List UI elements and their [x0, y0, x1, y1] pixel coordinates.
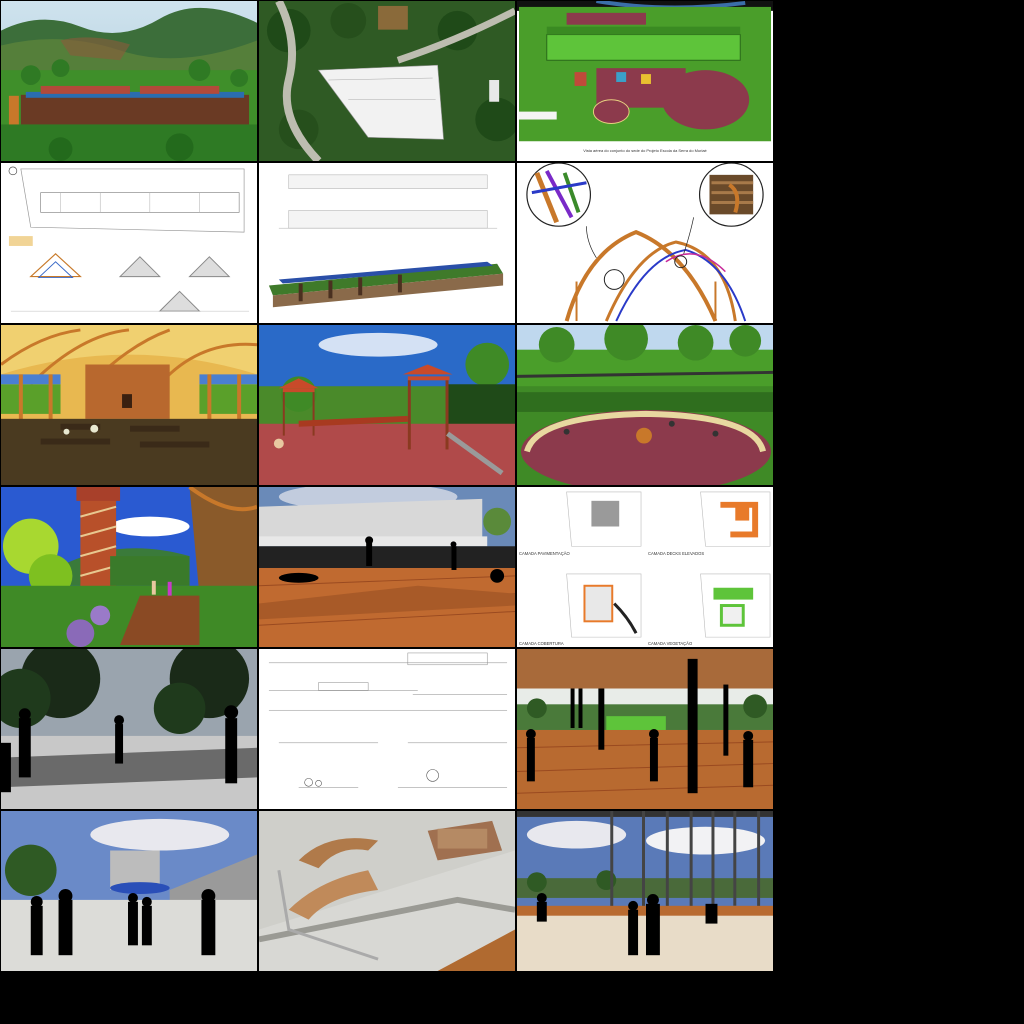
- gallery-tile-structure-diagram[interactable]: [516, 162, 774, 324]
- satellite-plan-image: [259, 1, 515, 161]
- gallery-tile-glass-pavilion[interactable]: [516, 810, 774, 972]
- landscape-plan-image: Vista aérea do conjunto do sede do Proje…: [517, 1, 773, 161]
- gallery-tile-technical-plan[interactable]: [0, 162, 258, 324]
- gallery-tile-sections-sheet[interactable]: [258, 648, 516, 810]
- amphitheater-image: [517, 325, 773, 485]
- urban-plaza-image: [1, 811, 257, 971]
- interior-hall-image: [1, 325, 257, 485]
- layer-label-paving: CAMADA PAVIMENTAÇÃO: [519, 551, 571, 556]
- gallery-tile-spiral-tower[interactable]: [0, 486, 258, 648]
- technical-plan-image: [1, 163, 257, 323]
- aerial-render-image: [1, 1, 257, 161]
- gallery-tile-urban-plaza[interactable]: [0, 810, 258, 972]
- layer-label-roof: CAMADA COBERTURA: [519, 641, 564, 646]
- gallery-tile-physical-model[interactable]: [258, 810, 516, 972]
- physical-model-image: [259, 811, 515, 971]
- gallery-tile-aerial-render[interactable]: [0, 0, 258, 162]
- playground-image: [259, 325, 515, 485]
- gallery-tile-layer-diagrams[interactable]: CAMADA PAVIMENTAÇÃO CAMADA DECKS ELEVADO…: [516, 486, 774, 648]
- gallery-tile-satellite-plan[interactable]: [258, 0, 516, 162]
- gallery-tile-amphitheater[interactable]: [516, 324, 774, 486]
- gallery-tile-plaza-silhouettes[interactable]: [0, 648, 258, 810]
- layer-label-vegetation: CAMADA VEGETAÇÃO: [648, 641, 693, 646]
- gallery-tile-wood-deck[interactable]: [258, 486, 516, 648]
- covered-plaza-image: [517, 649, 773, 809]
- gallery-tile-interior-hall[interactable]: [0, 324, 258, 486]
- gallery-tile-elevations-3d[interactable]: [258, 162, 516, 324]
- gallery-tile-playground[interactable]: [258, 324, 516, 486]
- glass-pavilion-image: [517, 811, 773, 971]
- image-gallery-grid: Vista aérea do conjunto do sede do Proje…: [0, 0, 774, 972]
- spiral-tower-image: [1, 487, 257, 647]
- gallery-tile-covered-plaza[interactable]: [516, 648, 774, 810]
- site-caption: Vista aérea do conjunto do sede do Proje…: [583, 148, 707, 153]
- sections-sheet-image: [259, 649, 515, 809]
- layer-diagrams-image: CAMADA PAVIMENTAÇÃO CAMADA DECKS ELEVADO…: [517, 487, 773, 647]
- layer-label-decks: CAMADA DECKS ELEVADOS: [648, 551, 704, 556]
- plaza-silhouettes-image: [1, 649, 257, 809]
- structure-diagram-image: [517, 163, 773, 323]
- wood-deck-image: [259, 487, 515, 647]
- elevations-3d-image: [259, 163, 515, 323]
- gallery-tile-landscape-plan[interactable]: Vista aérea do conjunto do sede do Proje…: [516, 0, 774, 162]
